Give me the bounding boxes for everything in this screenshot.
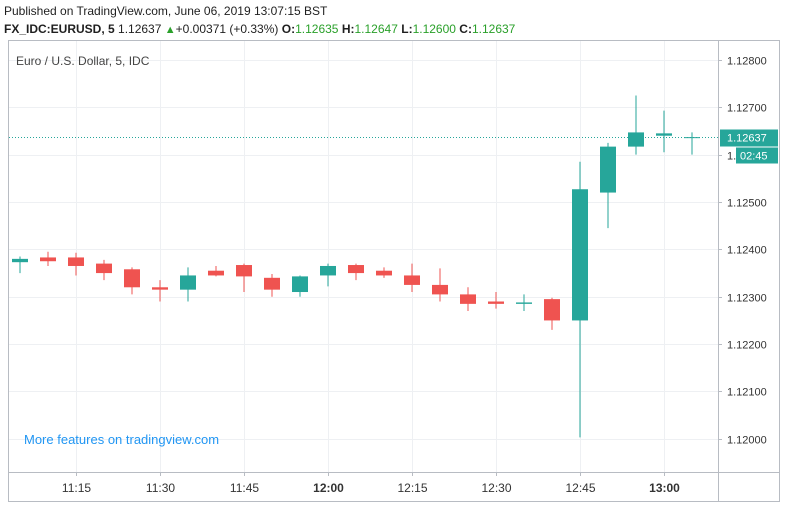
candle-body <box>96 263 112 274</box>
candle <box>264 274 280 297</box>
time-tick-label: 11:30 <box>146 481 175 495</box>
candle <box>208 265 224 277</box>
close-value: 1.12637 <box>471 22 516 36</box>
candle-body <box>488 301 504 304</box>
candle <box>432 268 448 302</box>
price-tick-label: 1.12700 <box>727 103 767 115</box>
grid-layer <box>9 41 718 472</box>
high-value: 1.12647 <box>354 22 398 36</box>
open-label: O: <box>281 22 296 36</box>
close-label: C: <box>459 22 472 36</box>
up-triangle-icon: ▲ <box>164 24 176 36</box>
candle-body <box>628 132 644 147</box>
price-tick-label: 1.12300 <box>727 293 767 305</box>
last-price-badge <box>720 129 778 147</box>
candle <box>684 132 700 155</box>
candle-body <box>208 270 224 276</box>
candle <box>180 267 196 302</box>
time-tick-label: 12:45 <box>565 481 595 495</box>
symbol-label: FX_IDC:EURUSD, 5 <box>4 22 115 36</box>
candle <box>656 110 672 153</box>
candle <box>68 252 84 276</box>
candle-body <box>236 265 252 277</box>
candle-body <box>320 265 336 276</box>
change-value: +0.00371 (+0.33%) <box>175 22 279 36</box>
candle-body <box>432 284 448 295</box>
price-tick-label: 1.12200 <box>727 340 767 352</box>
candle-body <box>40 257 56 262</box>
published-caption: Published on TradingView.com, June 06, 2… <box>4 4 328 18</box>
candle <box>572 161 588 438</box>
time-tick-label: 11:45 <box>230 481 259 495</box>
candle <box>404 263 420 293</box>
price-tick-label: 1.12800 <box>727 56 767 68</box>
last-price: 1.12637 <box>118 22 162 36</box>
candle-body <box>348 265 364 274</box>
candle <box>96 259 112 281</box>
candle-body <box>68 257 84 266</box>
candle-body <box>376 270 392 276</box>
candle <box>40 251 56 266</box>
candle-body <box>460 294 476 304</box>
candle-body <box>572 189 588 321</box>
price-tick-label: 1.12000 <box>727 435 767 447</box>
price-tick-label: 1.12400 <box>727 245 767 257</box>
candle-body <box>180 275 196 290</box>
time-tick-label: 12:30 <box>481 481 511 495</box>
candle-body <box>124 269 140 288</box>
candle <box>544 297 560 330</box>
candle-body <box>684 137 700 139</box>
candles-layer <box>12 95 700 438</box>
quote-line: FX_IDC:EURUSD, 5 1.12637 ▲+0.00371 (+0.3… <box>4 22 515 36</box>
candle <box>320 263 336 287</box>
promo-link[interactable]: More features on tradingview.com <box>24 432 219 447</box>
axis-layer: 1.128001.127001.126001.125001.124001.123… <box>9 56 778 495</box>
price-tick-label: 1.12500 <box>727 198 767 210</box>
open-value: 1.12635 <box>295 22 339 36</box>
candle <box>376 267 392 278</box>
last-price-label: 1.12637 <box>727 133 767 145</box>
candle <box>488 292 504 309</box>
candle <box>460 287 476 311</box>
candle <box>600 142 616 229</box>
high-label: H: <box>341 22 355 36</box>
candle <box>628 95 644 155</box>
candle-body <box>544 299 560 321</box>
candle-body <box>152 287 168 290</box>
candle <box>152 280 168 302</box>
candle <box>12 256 28 274</box>
price-tick-label: 1.12100 <box>727 387 767 399</box>
chart-title: Euro / U.S. Dollar, 5, IDC <box>16 54 150 68</box>
candle-body <box>600 146 616 193</box>
candle-body <box>404 275 420 285</box>
candle-body <box>264 277 280 290</box>
time-tick-label: 13:00 <box>649 481 680 495</box>
countdown-badge <box>736 147 778 164</box>
time-tick-label: 12:15 <box>397 481 427 495</box>
low-value: 1.12600 <box>412 22 456 36</box>
time-tick-label: 12:00 <box>313 481 344 495</box>
chart-frame <box>8 40 780 502</box>
candle <box>292 275 308 297</box>
time-tick-label: 11:15 <box>62 481 91 495</box>
candle <box>348 263 364 281</box>
countdown-label: 02:45 <box>740 151 768 163</box>
low-label: L: <box>401 22 413 36</box>
candle <box>124 267 140 295</box>
candle-body <box>12 258 28 263</box>
candle-body <box>292 276 308 293</box>
candle <box>516 294 532 311</box>
candle-body <box>516 302 532 304</box>
candle <box>236 263 252 293</box>
candle-body <box>656 133 672 136</box>
